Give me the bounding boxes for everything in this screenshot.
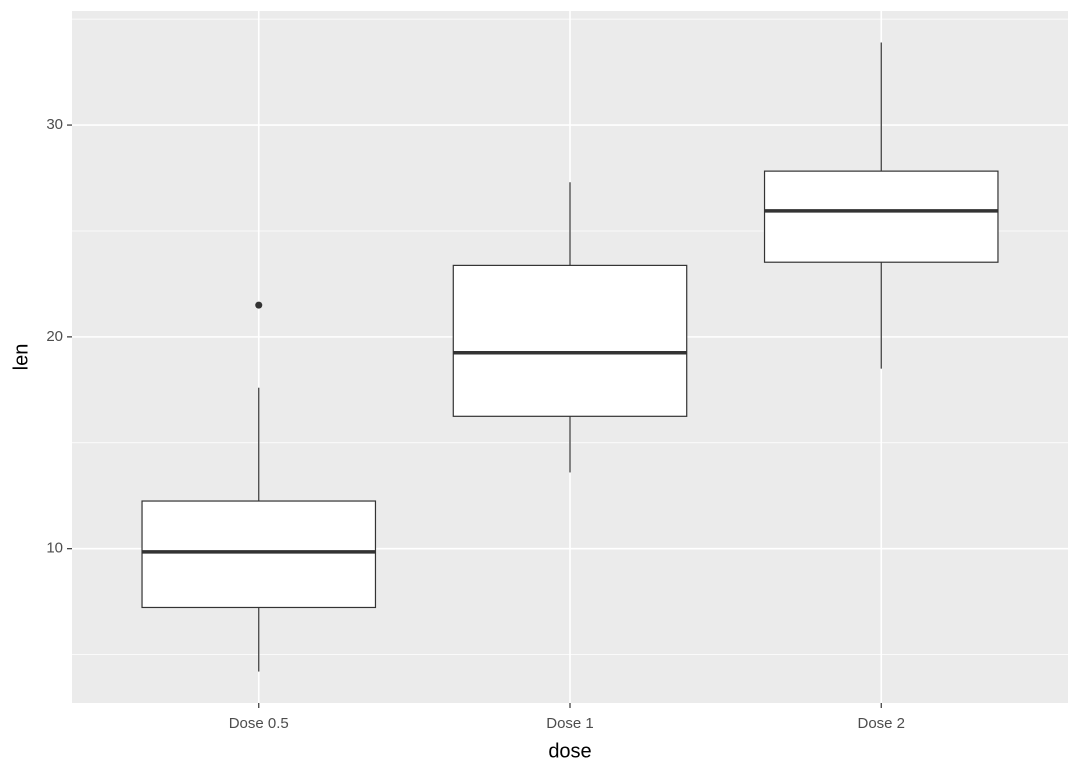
y-axis-title: len	[10, 344, 32, 371]
y-tick-label: 10	[46, 540, 63, 557]
y-tick-label: 20	[46, 328, 63, 345]
outlier	[255, 301, 263, 309]
x-axis-title: dose	[548, 740, 591, 762]
y-tick-label: 30	[46, 116, 63, 133]
box	[452, 264, 688, 417]
x-tick-label: Dose 1	[546, 715, 594, 732]
x-tick-label: Dose 2	[857, 715, 905, 732]
x-tick-label: Dose 0.5	[229, 715, 289, 732]
box	[763, 170, 999, 263]
box	[141, 500, 377, 609]
